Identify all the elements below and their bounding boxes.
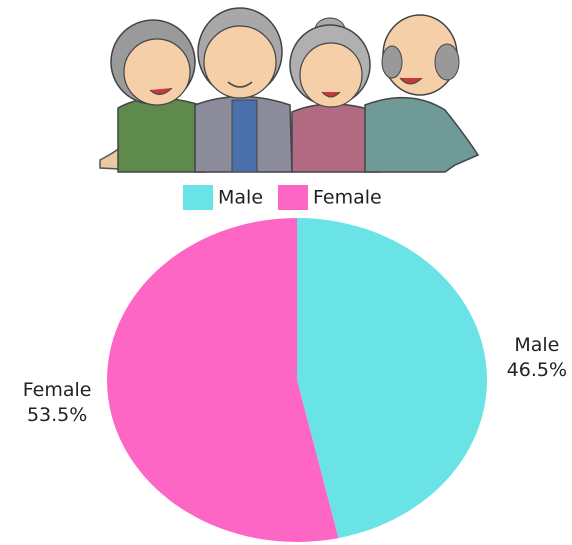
legend-label: Male [218, 187, 263, 209]
legend-swatch [278, 185, 308, 210]
legend-swatch [183, 185, 213, 210]
slice-label: Female [23, 379, 92, 401]
chart: Male Female Male 46.5% Female 53.5% [0, 0, 572, 545]
legend-label: Female [313, 187, 382, 209]
slice-value-label: 46.5% [507, 359, 567, 381]
illustration [100, 8, 478, 172]
slice-label: Male [514, 334, 559, 356]
slice-value-label: 53.5% [27, 404, 87, 426]
